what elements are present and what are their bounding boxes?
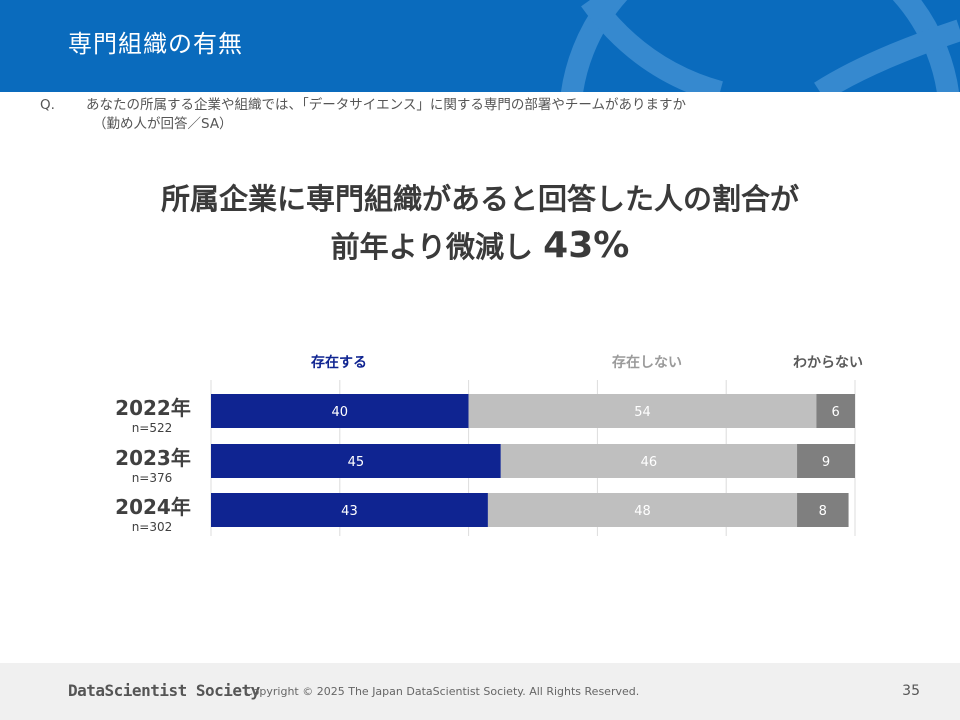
- page-number: 35: [902, 683, 920, 699]
- category-label: 2023年: [115, 446, 191, 470]
- sample-size-label: n=522: [132, 421, 173, 435]
- bar-segment: [500, 444, 798, 478]
- footer: DataScientist Society Copyright © 2025 T…: [0, 663, 960, 720]
- page-title: 専門組織の有無: [68, 30, 243, 58]
- bar-value-label: 8: [819, 504, 827, 519]
- bar-segment: [468, 394, 817, 428]
- headline-line-1: 所属企業に専門組織があると回答した人の割合が: [160, 182, 799, 216]
- question-note: （勤め人が回答／SA）: [93, 116, 233, 132]
- headline-value: 43%: [543, 225, 630, 266]
- category-label: 2022年: [115, 396, 191, 420]
- question-label: Q.: [40, 97, 55, 113]
- bar-value-label: 46: [641, 455, 658, 470]
- bar-value-label: 54: [634, 405, 651, 420]
- header-bar: 専門組織の有無: [0, 0, 960, 92]
- footer-logo: DataScientist Society: [68, 681, 260, 700]
- header-decoration: [561, 0, 960, 92]
- bar-segment: [487, 493, 798, 527]
- category-label: 2024年: [115, 495, 191, 519]
- headline-line-2-text: 前年より微減し: [330, 230, 534, 264]
- bar-segment: [816, 394, 855, 428]
- bar-segment: [211, 444, 501, 478]
- bar-segment: [211, 493, 488, 527]
- question-text: あなたの所属する企業や組織では、「データサイエンス」に関する専門の部署やチームが…: [86, 97, 686, 113]
- bar-value-label: 45: [348, 455, 365, 470]
- legend-label: わからない: [793, 355, 863, 371]
- sample-size-label: n=376: [132, 471, 173, 485]
- bar-segment: [797, 444, 855, 478]
- bar-value-label: 48: [634, 504, 651, 519]
- headline-line-2: 前年より微減し 43%: [0, 224, 960, 266]
- footer-copyright: Copyright © 2025 The Japan DataScientist…: [245, 685, 640, 698]
- legend-label: 存在する: [311, 354, 367, 371]
- legend-label: 存在しない: [612, 354, 682, 371]
- bar-value-label: 43: [341, 504, 358, 519]
- bar-value-label: 9: [822, 455, 830, 470]
- bar-value-label: 6: [832, 405, 840, 420]
- sample-size-label: n=302: [132, 520, 173, 534]
- bar-value-label: 40: [332, 405, 349, 420]
- bar-segment: [797, 493, 849, 527]
- bar-segment: [211, 394, 469, 428]
